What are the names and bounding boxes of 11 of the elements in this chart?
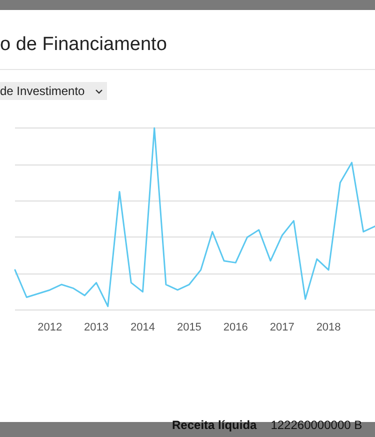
x-tick-label: 2016 (223, 322, 248, 334)
chart-title: o de Financiamento (0, 34, 167, 56)
x-tick-label: 2018 (316, 322, 341, 334)
x-tick-label: 2013 (84, 322, 109, 334)
x-tick-label: 2014 (130, 322, 155, 334)
text: de Investimento (0, 84, 85, 98)
x-tick-label: 2015 (176, 322, 202, 334)
text: Receita líquida (172, 418, 257, 432)
x-tick-label: 2012 (38, 322, 62, 334)
x-tick-label: 2017 (270, 322, 294, 334)
text: 122260000000 B (270, 418, 362, 432)
